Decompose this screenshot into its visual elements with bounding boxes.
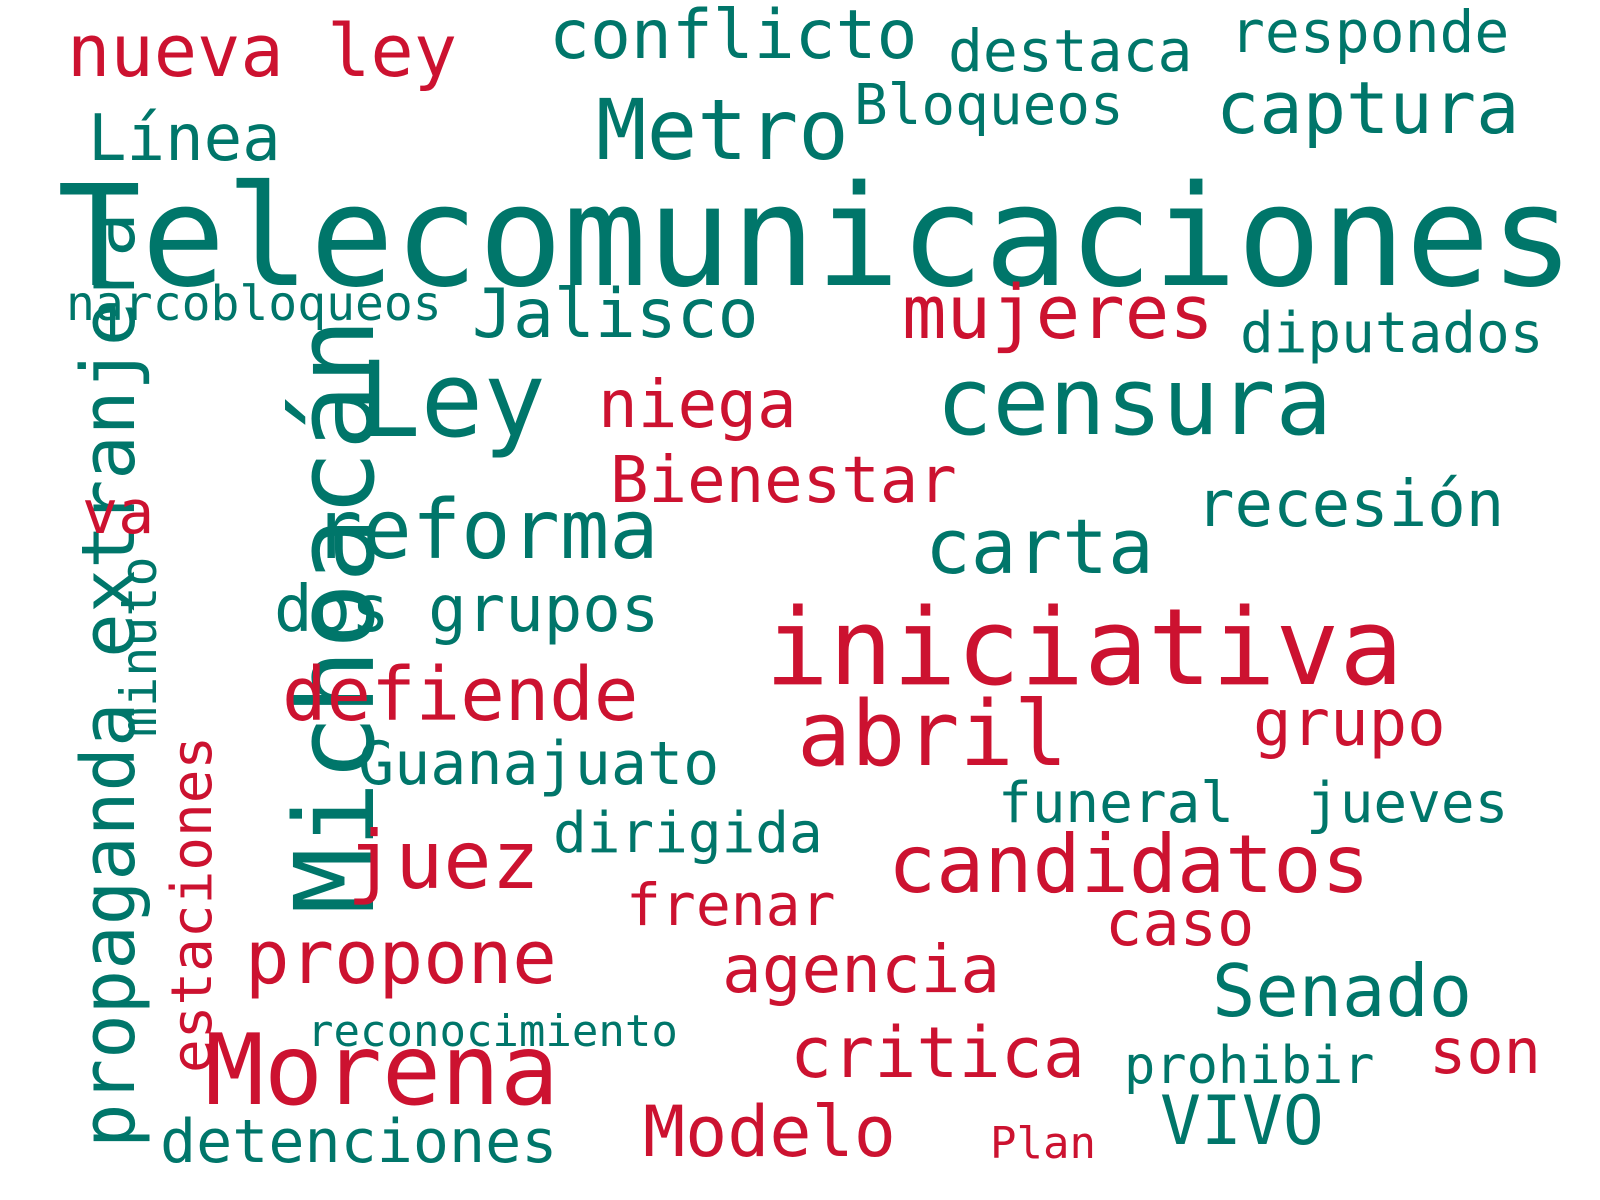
word-niega: niega (598, 366, 797, 443)
word-mujeres: mujeres (902, 270, 1214, 356)
word-caso: caso (1105, 887, 1255, 960)
word-dirigida: dirigida (553, 801, 823, 866)
word-abril: abril (797, 682, 1068, 787)
word-metro: Metro (596, 81, 849, 179)
word-recesion: recesión (1196, 468, 1505, 542)
word-bienestar: Bienestar (610, 444, 957, 518)
word-ley: Ley (358, 339, 546, 461)
word-narcobloqueos: narcobloqueos (66, 276, 442, 332)
word-juez: juez (347, 814, 540, 907)
word-censura: censura (936, 348, 1333, 457)
word-iniciativa: iniciativa (765, 586, 1404, 709)
word-diputados: diputados (1240, 301, 1544, 366)
word-responde: responde (1230, 0, 1510, 66)
word-va: va (82, 478, 155, 548)
word-funeral: funeral (998, 771, 1235, 836)
word-jueves: jueves (1306, 771, 1509, 836)
word-bloqueos: Bloqueos (854, 73, 1124, 138)
word-vivo: VIVO (1160, 1082, 1324, 1161)
word-reconocimiento: reconocimiento (307, 1006, 678, 1057)
word-linea: Línea (88, 102, 281, 176)
word-telecomunicaciones: Telecomunicaciones (57, 156, 1575, 319)
word-nueva-ley: nueva ley (67, 9, 458, 93)
word-conflicto: conflicto (549, 0, 918, 75)
word-morena: Morena (205, 1014, 560, 1128)
word-carta: carta (925, 502, 1154, 591)
word-dos-grupos: dos grupos (274, 573, 660, 647)
word-jalisco: Jalisco (472, 275, 759, 354)
word-minuto: minuto (110, 556, 168, 737)
word-estaciones: estaciones (160, 735, 225, 1073)
word-captura: captura (1216, 66, 1520, 150)
word-destaca: destaca (948, 17, 1193, 85)
word-senado: Senado (1212, 949, 1473, 1033)
word-prohibir: prohibir (1124, 1036, 1375, 1096)
word-grupo: grupo (1253, 687, 1446, 761)
word-plan: Plan (990, 1118, 1096, 1169)
word-defiende: defiende (282, 652, 639, 738)
word-modelo: Modelo (643, 1091, 896, 1173)
word-son: son (1429, 1015, 1541, 1088)
word-detenciones: detenciones (160, 1107, 558, 1177)
word-propone: propone (245, 915, 557, 1001)
word-guanajuato: Guanajuato (358, 729, 720, 799)
word-frenar: frenar (626, 871, 836, 939)
word-critica: critica (790, 1012, 1086, 1094)
word-candidatos: candidatos (888, 818, 1370, 911)
word-agencia: agencia (722, 931, 1001, 1008)
word-reforma: reforma (313, 483, 659, 578)
